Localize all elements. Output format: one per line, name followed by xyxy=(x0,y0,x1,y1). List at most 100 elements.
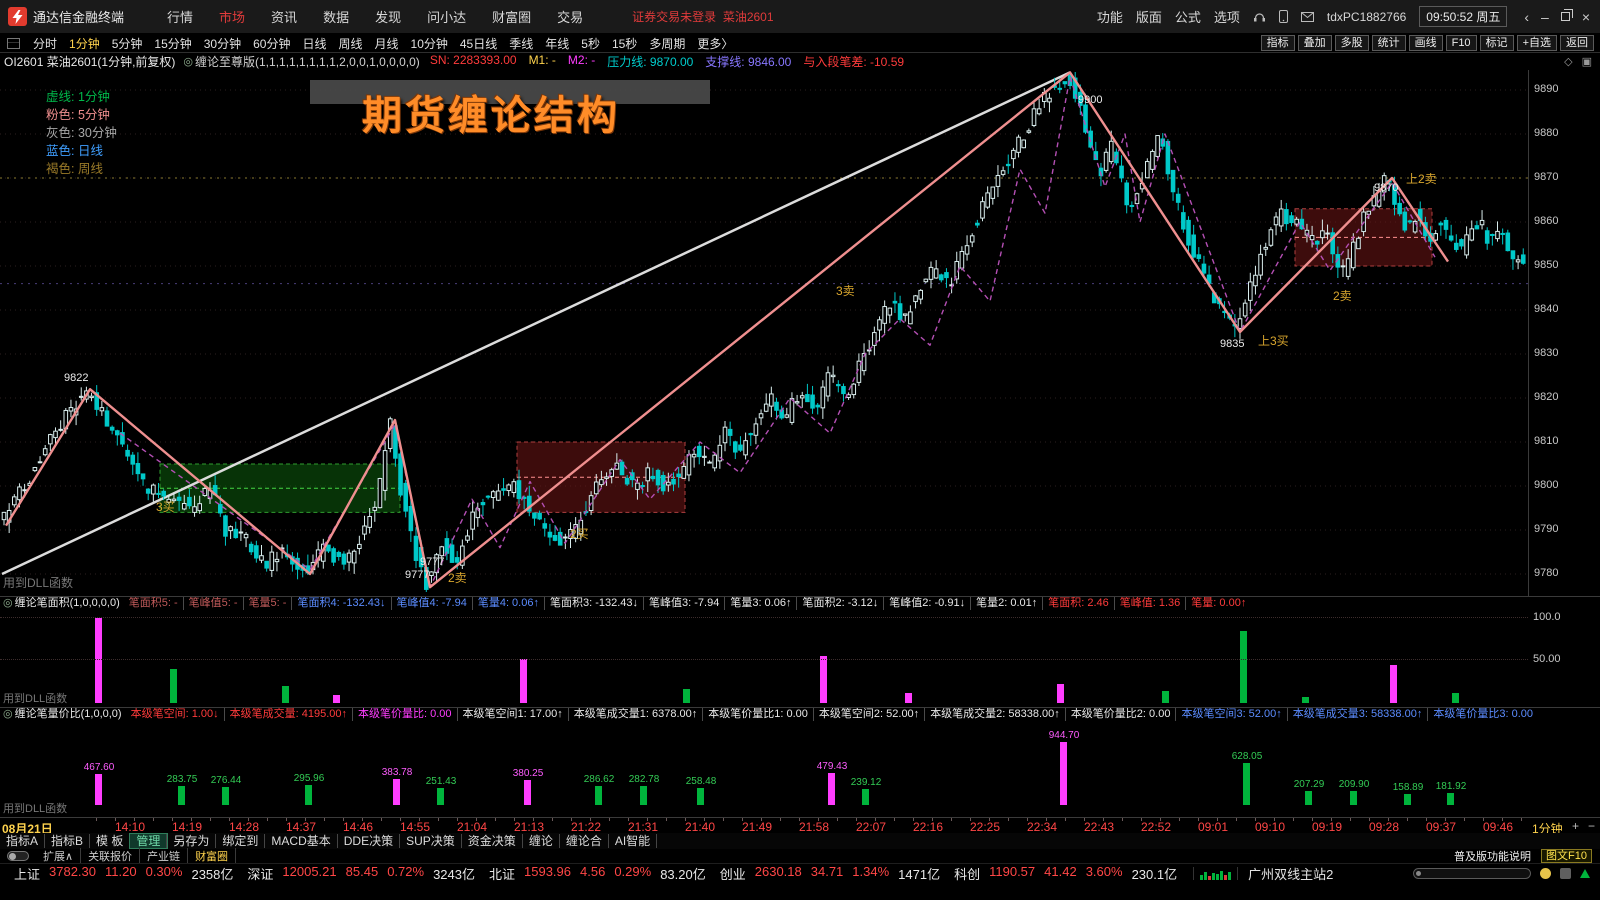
period-5秒[interactable]: 5秒 xyxy=(581,36,600,51)
indicator-panel-volume-ratio[interactable]: ◎ 缠论笔量价比(1,0,0,0) 本级笔空间: 1.00↓ 本级笔成交量: 41… xyxy=(0,707,1600,817)
server-name[interactable]: 广州双线主站2 xyxy=(1248,867,1334,882)
diamond-icon[interactable]: ◇ xyxy=(1564,56,1573,68)
menu-item-市场[interactable]: 市场 xyxy=(219,10,246,25)
time-tick xyxy=(989,818,990,821)
tool-button-画线[interactable]: 画线 xyxy=(1408,35,1443,51)
subbar-产业链[interactable]: 产业链 xyxy=(140,848,189,864)
bar-value-label: 207.29 xyxy=(1293,779,1325,790)
tool-button-叠加[interactable]: 叠加 xyxy=(1297,35,1332,51)
tab-指标A[interactable]: 指标A xyxy=(0,834,46,848)
market-trend-icon[interactable] xyxy=(1193,867,1239,880)
tab-缠论合[interactable]: 缠论合 xyxy=(560,834,609,848)
panel-toggle[interactable] xyxy=(7,851,29,861)
tool-button-返回[interactable]: 返回 xyxy=(1560,35,1594,51)
subbar-关联报价[interactable]: 关联报价 xyxy=(81,848,141,864)
time-axis[interactable]: 08月21日 14:10 14:19 14:28 14:37 14:46 14:55 21:… xyxy=(0,817,1600,836)
panel-layout-icon[interactable]: ▣ xyxy=(1581,56,1592,68)
minimize-icon[interactable]: – xyxy=(1541,8,1549,25)
indicator-panel-bi-area[interactable]: ◎ 缠论笔面积(1,0,0,0,0) 笔面积5: - 笔峰值5: - 笔量5: -笔… xyxy=(0,596,1600,707)
candlestick-canvas[interactable] xyxy=(0,70,1528,596)
tab-DDE决策[interactable]: DDE决策 xyxy=(338,834,401,848)
period-分时[interactable]: 分时 xyxy=(33,36,58,51)
subbar-扩展∧[interactable]: 扩展∧ xyxy=(36,848,82,864)
tool-button-标记[interactable]: 标记 xyxy=(1479,35,1514,51)
time-tick xyxy=(1350,818,1351,821)
close-icon[interactable]: × xyxy=(1581,8,1590,25)
period-月线[interactable]: 月线 xyxy=(374,36,399,51)
zoom-controls: + − xyxy=(1572,819,1595,833)
index-quote-科创[interactable]: 科创 1190.57 41.42 3.60% 230.1亿 xyxy=(954,864,1177,883)
period-10分钟[interactable]: 10分钟 xyxy=(410,36,448,51)
period-15秒[interactable]: 15秒 xyxy=(611,36,638,51)
menu-item-交易[interactable]: 交易 xyxy=(557,10,584,25)
period-更多〉[interactable]: 更多〉 xyxy=(697,36,734,51)
tab-缠论[interactable]: 缠论 xyxy=(523,834,560,848)
connection-speed-pill[interactable] xyxy=(1413,868,1531,879)
menu-item-版面[interactable]: 版面 xyxy=(1135,10,1162,25)
period-季线[interactable]: 季线 xyxy=(509,36,534,51)
menu-item-行情[interactable]: 行情 xyxy=(167,10,194,25)
subbar-财富圈[interactable]: 财富圈 xyxy=(188,848,237,864)
index-quote-北证[interactable]: 北证 1593.96 4.56 0.29% 83.20亿 xyxy=(489,864,706,883)
tab-MACD基本[interactable]: MACD基本 xyxy=(265,834,338,848)
tool-button-+自选[interactable]: +自选 xyxy=(1516,35,1557,51)
message-icon[interactable] xyxy=(1540,868,1551,879)
menu-item-财富圈[interactable]: 财富圈 xyxy=(492,10,532,25)
main-chart[interactable]: 9890 9880 9870 9860 9850 9840 9830 9820 9810 9800… xyxy=(0,70,1600,596)
period-15分钟[interactable]: 15分钟 xyxy=(154,36,192,51)
symbol-title[interactable]: OI2601 菜油2601(1分钟,前复权) xyxy=(4,55,176,69)
headset-icon[interactable] xyxy=(1253,11,1266,23)
tab-绑定到[interactable]: 绑定到 xyxy=(216,834,266,848)
tab-另存为[interactable]: 另存为 xyxy=(167,834,217,848)
menu-item-选项[interactable]: 选项 xyxy=(1213,10,1240,25)
index-quote-深证[interactable]: 深证 12005.21 85.45 0.72% 3243亿 xyxy=(247,864,475,883)
period-多周期[interactable]: 多周期 xyxy=(649,36,686,51)
tab-AI智能[interactable]: AI智能 xyxy=(609,834,658,848)
tool-button-统计[interactable]: 统计 xyxy=(1371,35,1406,51)
layout-icon[interactable] xyxy=(7,37,20,49)
period-日线[interactable]: 日线 xyxy=(302,36,327,51)
menu-item-功能[interactable]: 功能 xyxy=(1096,10,1123,25)
app-logo-icon[interactable] xyxy=(8,7,27,26)
panel2-name[interactable]: 缠论笔量价比(1,0,0,0) xyxy=(14,708,122,720)
zoom-in-button[interactable]: + xyxy=(1571,819,1579,833)
tab-管理[interactable]: 管理 xyxy=(129,833,169,849)
index-quote-创业[interactable]: 创业 2630.18 34.71 1.34% 1471亿 xyxy=(720,864,940,883)
period-年线[interactable]: 年线 xyxy=(545,36,570,51)
up-arrow-icon[interactable] xyxy=(1580,869,1590,878)
menu-item-数据[interactable]: 数据 xyxy=(323,10,350,25)
tab-模 板[interactable]: 模 板 xyxy=(90,834,131,848)
tab-资金决策[interactable]: 资金决策 xyxy=(462,834,523,848)
index-ticker-bar: 上证 3782.30 11.20 0.30% 2358亿 深证 12005.21 85.45 0… xyxy=(0,863,1600,883)
period-周线[interactable]: 周线 xyxy=(338,36,363,51)
menu-item-公式[interactable]: 公式 xyxy=(1174,10,1201,25)
lock-icon[interactable] xyxy=(1560,868,1571,879)
index-value: 2630.18 xyxy=(754,864,802,879)
f10-doc-button[interactable]: 图文F10 xyxy=(1541,849,1592,863)
period-60分钟[interactable]: 60分钟 xyxy=(253,36,291,51)
menu-item-发现[interactable]: 发现 xyxy=(375,10,402,25)
edition-note[interactable]: 普及版功能说明 xyxy=(1454,851,1532,863)
tab-指标B[interactable]: 指标B xyxy=(45,834,91,848)
collapse-icon[interactable]: ‹ xyxy=(1524,8,1530,25)
index-quote-上证[interactable]: 上证 3782.30 11.20 0.30% 2358亿 xyxy=(14,864,233,883)
period-30分钟[interactable]: 30分钟 xyxy=(203,36,242,51)
period-5分钟[interactable]: 5分钟 xyxy=(111,36,143,51)
histogram-bar xyxy=(222,787,229,805)
panel1-name[interactable]: 缠论笔面积(1,0,0,0,0) xyxy=(14,597,120,609)
mobile-icon[interactable] xyxy=(1278,10,1288,23)
tab-SUP决策[interactable]: SUP决策 xyxy=(400,834,462,848)
time-tick xyxy=(590,818,591,821)
period-1分钟[interactable]: 1分钟 xyxy=(69,36,100,51)
menu-item-资讯[interactable]: 资讯 xyxy=(271,10,298,25)
period-45日线[interactable]: 45日线 xyxy=(459,36,498,51)
tool-button-F10[interactable]: F10 xyxy=(1445,35,1477,51)
restore-icon[interactable] xyxy=(1560,9,1573,21)
menu-item-问小达[interactable]: 问小达 xyxy=(427,10,467,25)
indicator-name[interactable]: 缠论至尊版(1,1,1,1,1,1,1,1,2,0,0,1,0,0,0,0) xyxy=(195,55,420,69)
zoom-out-button[interactable]: − xyxy=(1587,819,1595,833)
mail-icon[interactable] xyxy=(1300,11,1314,22)
tool-button-指标[interactable]: 指标 xyxy=(1260,35,1295,51)
tool-button-多股[interactable]: 多股 xyxy=(1334,35,1369,51)
